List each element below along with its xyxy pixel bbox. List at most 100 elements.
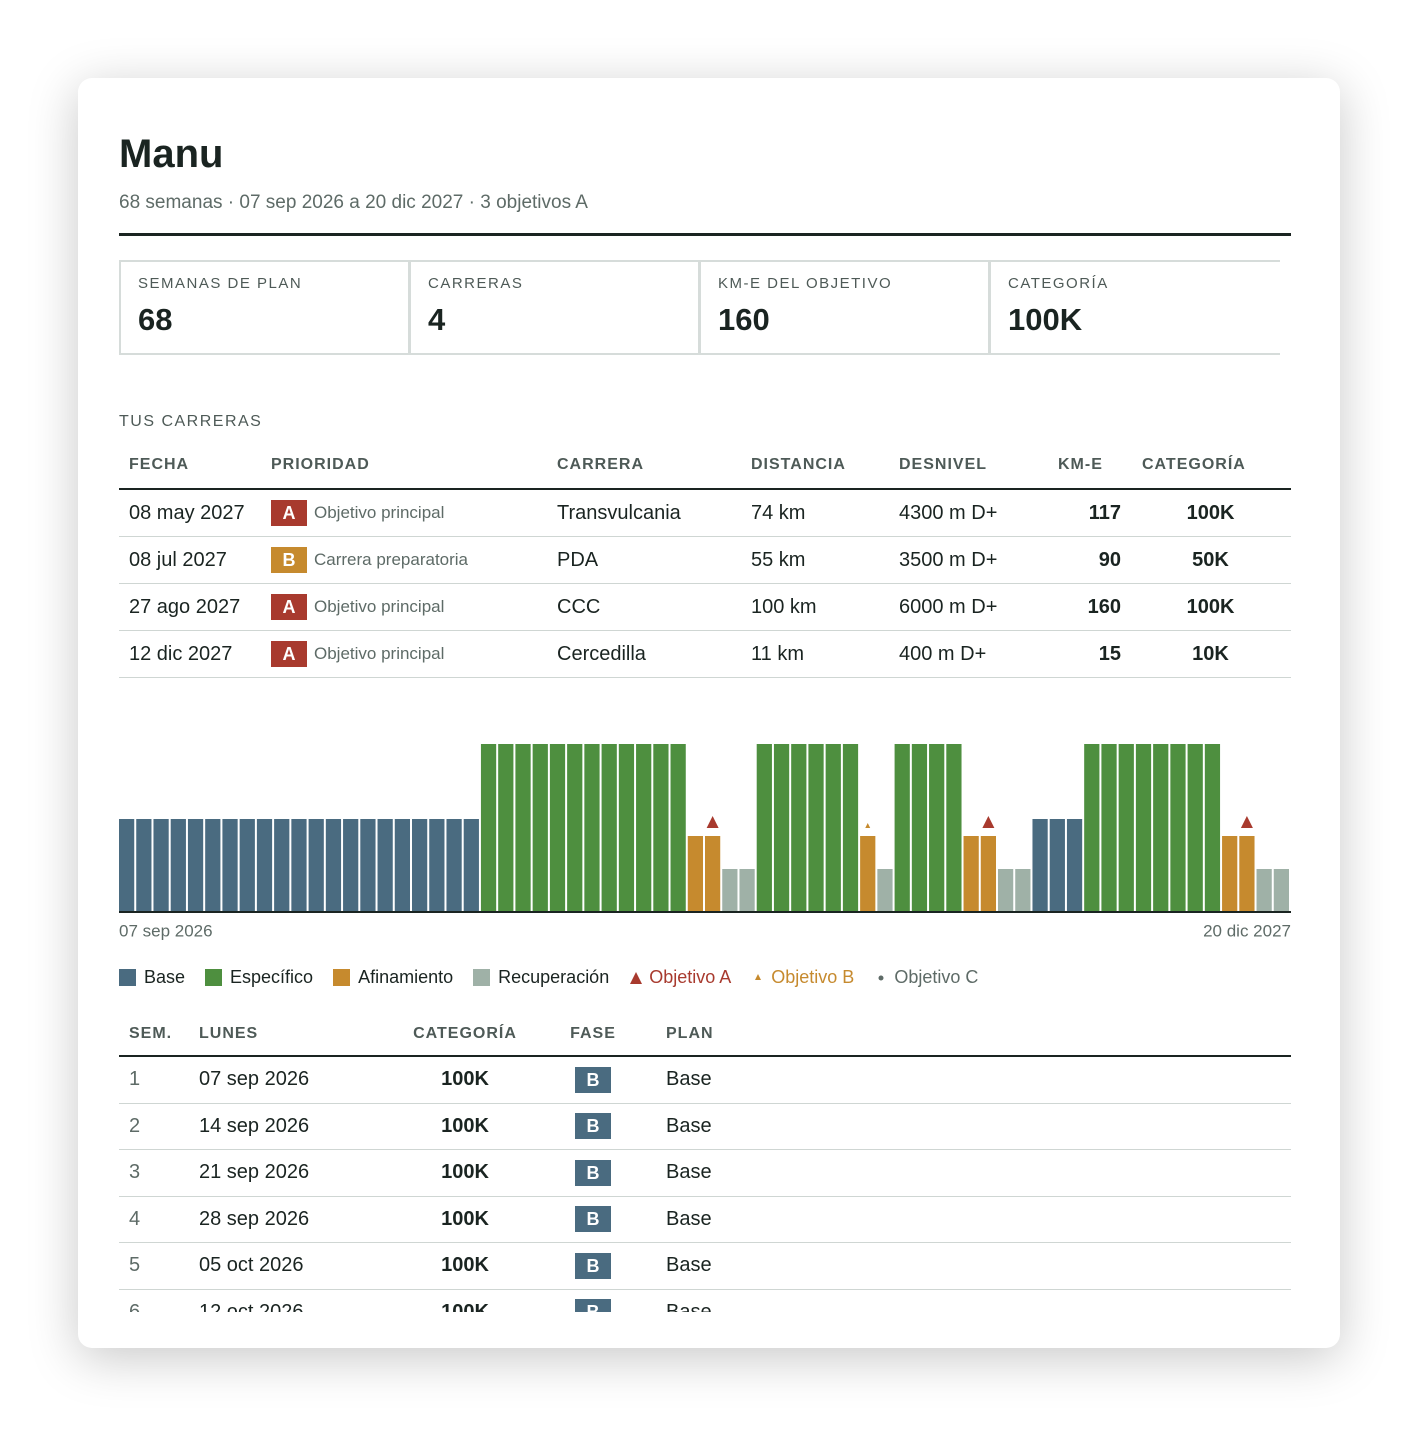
race-priority: A Objetivo principal	[261, 583, 547, 631]
week-bar	[1273, 869, 1289, 911]
stat-card: CARRERAS 4	[409, 260, 700, 355]
legend-swatch	[205, 969, 223, 986]
end-date: 20 dic 2027	[1203, 921, 1291, 940]
stat-label: CARRERAS	[428, 275, 524, 292]
race-gain: 4300 m D+	[889, 489, 1040, 537]
week-bar	[739, 869, 755, 911]
start-date: 07 sep 2026	[119, 921, 213, 940]
stat-value: 100K	[1008, 302, 1083, 337]
week-row: 1 07 sep 2026 100K B Base	[119, 1056, 1291, 1104]
week-bar	[239, 819, 255, 911]
phase-badge: B	[575, 1066, 611, 1093]
race-date: 08 may 2027	[119, 489, 261, 537]
race-name: PDA	[547, 536, 741, 584]
legend-label: Específico	[230, 967, 314, 987]
legend-swatch	[333, 969, 351, 986]
week-plan: Base	[656, 1289, 1291, 1312]
race-kme: 117	[1040, 489, 1130, 537]
race-gain: 400 m D+	[889, 630, 1040, 678]
week-bar	[1170, 744, 1186, 911]
column-header: DISTANCIA	[741, 442, 889, 490]
week-bar	[584, 744, 600, 911]
week-category: 100K	[400, 1056, 530, 1104]
week-bar	[377, 819, 393, 911]
week-bar	[1222, 836, 1238, 911]
week-bar	[274, 819, 290, 911]
week-bar	[808, 744, 824, 911]
phase-badge: B	[575, 1252, 611, 1279]
phase-chart: 07 sep 2026 20 dic 2027	[119, 744, 1291, 940]
week-bar	[136, 819, 152, 911]
goal-marker	[706, 816, 719, 828]
race-priority: A Objetivo principal	[261, 630, 547, 678]
race-date: 27 ago 2027	[119, 583, 261, 631]
legend-item: Específico	[205, 967, 313, 988]
week-bar	[636, 744, 652, 911]
week-bar	[791, 744, 807, 911]
stat-value: 4	[428, 302, 446, 337]
week-bar	[998, 869, 1014, 911]
legend-item: Objetivo A	[629, 967, 731, 988]
week-bar	[308, 819, 324, 911]
stat-label: SEMANAS DE PLAN	[138, 275, 303, 292]
priority-label: Objetivo principal	[314, 644, 445, 663]
week-bar	[567, 744, 583, 911]
phase-badge: B	[575, 1159, 611, 1186]
column-header: LUNES	[189, 1012, 400, 1057]
race-row: 27 ago 2027 A Objetivo principal CCC 100 km 6…	[119, 583, 1291, 631]
week-bar	[394, 819, 410, 911]
column-header: SEM.	[119, 1012, 189, 1057]
week-bar	[153, 819, 169, 911]
week-bar	[325, 819, 342, 911]
week-bar	[532, 744, 548, 911]
plan-card: Manu 68 semanas · 07 sep 2026 a 20 dic 2…	[78, 78, 1340, 1348]
race-date: 08 jul 2027	[119, 536, 261, 584]
week-bar	[515, 744, 531, 911]
race-name: Transvulcania	[547, 489, 741, 537]
legend-symbol	[333, 969, 351, 986]
legend-symbol	[878, 975, 884, 981]
section-title: TUS CARRERAS	[119, 413, 263, 430]
week-bar	[687, 836, 703, 911]
legend-item: Recuperación	[473, 967, 609, 988]
week-plan: Base	[656, 1242, 1291, 1290]
week-bar	[446, 819, 462, 911]
week-phase: B	[530, 1103, 656, 1150]
race-kme: 90	[1040, 536, 1130, 584]
stat-value: 160	[718, 302, 770, 337]
race-name: Cercedilla	[547, 630, 741, 678]
week-number: 3	[119, 1149, 189, 1197]
legend-symbol	[473, 969, 491, 986]
week-bar	[1084, 744, 1100, 911]
week-bar	[360, 819, 376, 911]
phase-badge: B	[575, 1299, 611, 1312]
week-bar	[119, 819, 135, 911]
week-bar	[256, 819, 273, 911]
legend-symbol	[755, 974, 762, 980]
column-header: PLAN	[656, 1012, 1291, 1057]
week-phase: B	[530, 1056, 656, 1104]
week-category: 100K	[400, 1103, 530, 1150]
column-header: CATEGORÍA	[1130, 442, 1291, 490]
legend-swatch	[473, 969, 491, 986]
column-header: FASE	[530, 1012, 656, 1057]
stats: SEMANAS DE PLAN 68 CARRERAS 4 KM-E DEL OBJET…	[119, 260, 1299, 357]
week-bar	[1187, 744, 1203, 911]
race-date: 12 dic 2027	[119, 630, 261, 678]
column-header: PRIORIDAD	[261, 442, 547, 490]
week-bar	[412, 819, 428, 911]
column-header: DESNIVEL	[889, 442, 1040, 490]
week-bar	[480, 744, 497, 911]
race-category: 100K	[1130, 489, 1291, 537]
race-kme: 160	[1040, 583, 1130, 631]
legend-item: Base	[119, 967, 185, 988]
week-number: 6	[119, 1289, 189, 1312]
week-plan: Base	[656, 1103, 1291, 1150]
goal-marker	[982, 816, 995, 828]
week-monday: 05 oct 2026	[189, 1242, 400, 1290]
week-bar	[187, 819, 204, 911]
week-phase: B	[530, 1242, 656, 1290]
week-monday: 14 sep 2026	[189, 1103, 400, 1150]
week-bar	[601, 744, 617, 911]
